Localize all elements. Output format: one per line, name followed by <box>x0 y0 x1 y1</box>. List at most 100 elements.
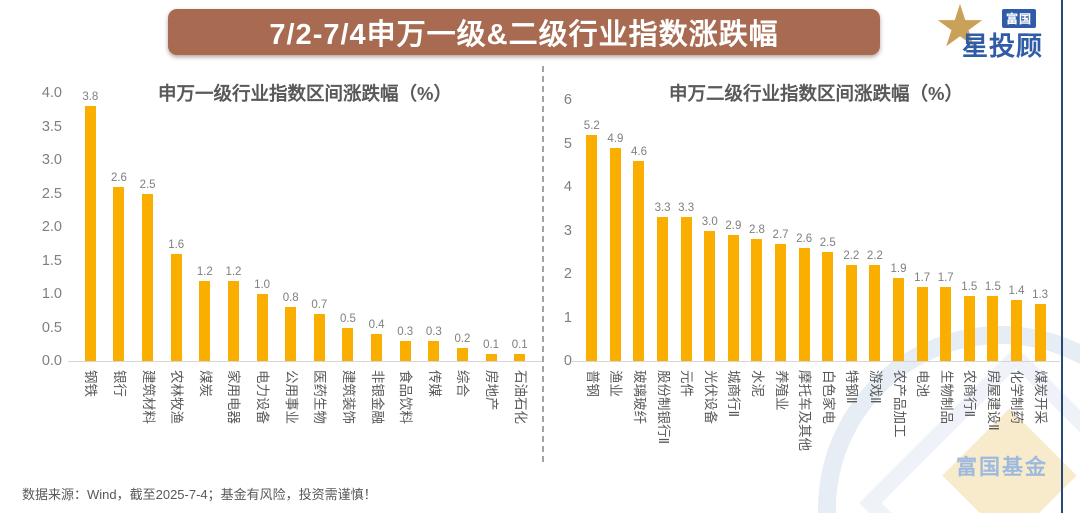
category-cell: 房屋建设Ⅱ <box>981 365 1005 477</box>
bar-value-label: 4.9 <box>607 132 624 145</box>
category-label: 渔业 <box>608 370 624 397</box>
bar-column: 1.7 <box>934 272 958 361</box>
category-label: 农产品加工 <box>891 370 907 438</box>
category-label: 水泥 <box>749 370 765 397</box>
bar <box>313 314 325 361</box>
chart-divider <box>542 66 544 462</box>
bar-column: 3.0 <box>698 215 722 361</box>
x-axis-line <box>572 361 1060 362</box>
category-label: 特钢Ⅱ <box>844 370 860 404</box>
bar-column: 4.9 <box>604 133 628 361</box>
page-title: 7/2-7/4申万一级&二级行业指数涨跌幅 <box>269 19 779 51</box>
bar-column: 0.1 <box>505 339 534 361</box>
bar <box>680 217 692 361</box>
bar-value-label: 1.9 <box>890 263 907 276</box>
bar-column: 1.3 <box>1028 289 1052 361</box>
bar-value-label: 1.7 <box>937 272 954 285</box>
bar-value-label: 2.6 <box>110 171 127 184</box>
brand-main-label: 星投顾 <box>962 31 1044 61</box>
y-tick-label: 4 <box>563 179 572 195</box>
bar-column: 0.1 <box>477 339 506 361</box>
y-tick-label: 3.5 <box>41 118 62 135</box>
bar-column: 1.5 <box>958 281 982 361</box>
brand-logo: ★ 富国 星投顾 <box>934 0 1062 64</box>
bar <box>822 252 834 361</box>
category-label: 玻璃玻纤 <box>631 370 647 424</box>
bar-column: 1.4 <box>1005 285 1029 361</box>
category-cell: 农商行Ⅱ <box>958 365 982 477</box>
bar-value-label: 1.2 <box>225 265 242 278</box>
bar-column: 0.7 <box>305 299 334 361</box>
bar <box>751 239 763 361</box>
y-tick-label: 2 <box>563 266 572 282</box>
category-cell: 股份制银行Ⅱ <box>651 365 675 477</box>
y-tick-label: 4.0 <box>41 85 62 101</box>
category-cell: 房地产 <box>477 365 506 477</box>
bar-value-label: 0.7 <box>311 299 328 312</box>
category-cell: 特钢Ⅱ <box>840 365 864 477</box>
bar <box>456 347 468 361</box>
bar-column: 3.3 <box>674 202 698 361</box>
category-label: 白色家电 <box>820 370 836 424</box>
category-label: 综合 <box>455 370 471 397</box>
bar <box>342 327 354 361</box>
bar-column: 5.2 <box>580 120 604 361</box>
bar-value-label: 0.8 <box>282 292 299 305</box>
category-cell: 水泥 <box>745 365 769 477</box>
category-cell: 元件 <box>674 365 698 477</box>
bar-value-label: 0.2 <box>454 332 471 345</box>
bar-column: 0.3 <box>391 326 420 361</box>
bar-value-label: 1.6 <box>168 238 185 251</box>
bar-value-label: 2.2 <box>843 250 860 263</box>
bar-value-label: 0.5 <box>339 312 356 325</box>
bar-column: 1.9 <box>887 263 911 361</box>
category-label: 房屋建设Ⅱ <box>985 370 1001 431</box>
category-cell: 综合 <box>448 365 477 477</box>
bar <box>399 340 411 361</box>
y-tick-label: 5 <box>563 135 572 152</box>
bar-column: 2.6 <box>105 172 134 361</box>
bar-value-label: 1.0 <box>254 279 271 291</box>
bar-column: 3.3 <box>651 202 675 361</box>
bar <box>113 186 125 361</box>
bar-column: 3.8 <box>76 91 105 361</box>
bar-value-label: 3.0 <box>701 215 718 228</box>
category-cell: 建筑材料 <box>133 365 162 477</box>
plot-area: 5.2 4.9 4.6 3.3 3.3 3.0 2.9 2.8 2.7 2.6 2.5 2.2 2.2 1… <box>580 100 1052 361</box>
category-label: 城商行Ⅱ <box>726 370 742 418</box>
bar <box>199 280 211 361</box>
bar-value-label: 0.3 <box>397 325 414 338</box>
y-axis: 6 5 4 3 2 1 0 <box>550 70 572 483</box>
category-cell: 电力设备 <box>248 365 277 477</box>
bar <box>798 247 810 361</box>
bar-column: 2.5 <box>133 179 162 361</box>
bar-value-label: 2.8 <box>748 224 765 237</box>
bar-column: 1.2 <box>191 266 220 361</box>
chart-title: 申万二级行业指数区间涨跌幅（%） <box>669 83 963 104</box>
bar-column: 4.6 <box>627 146 651 361</box>
category-cell: 光伏设备 <box>698 365 722 477</box>
category-label: 石油石化 <box>512 370 528 424</box>
bar-column: 2.2 <box>840 250 864 361</box>
bar-value-label: 5.2 <box>583 119 600 132</box>
category-label: 普钢 <box>584 370 600 397</box>
bar-value-label: 2.7 <box>772 228 789 241</box>
bar-column: 2.7 <box>769 229 793 361</box>
bar-column: 0.4 <box>362 319 391 361</box>
category-label: 化学制药 <box>1009 370 1025 424</box>
bar <box>704 230 716 361</box>
category-cell: 非银金融 <box>362 365 391 477</box>
category-cell: 玻璃玻纤 <box>627 365 651 477</box>
bar-value-label: 0.3 <box>425 325 442 338</box>
bar-column: 1.6 <box>162 239 191 361</box>
x-axis-labels: 钢铁 银行 建筑材料 农林牧渔 煤炭 家用电器 电力设备 公用事业 医药生物 建筑装饰 非银金融 食品… <box>76 365 534 477</box>
category-cell: 摩托车及其他 <box>792 365 816 477</box>
bar-column: 1.7 <box>910 272 934 361</box>
brand-small-label: 富国 <box>1002 9 1037 28</box>
bar-column: 1.2 <box>219 266 248 361</box>
category-label: 游戏Ⅱ <box>867 370 883 404</box>
bar-value-label: 3.8 <box>82 91 99 104</box>
category-label: 股份制银行Ⅱ <box>655 370 671 445</box>
y-tick-label: 2.5 <box>41 185 62 202</box>
